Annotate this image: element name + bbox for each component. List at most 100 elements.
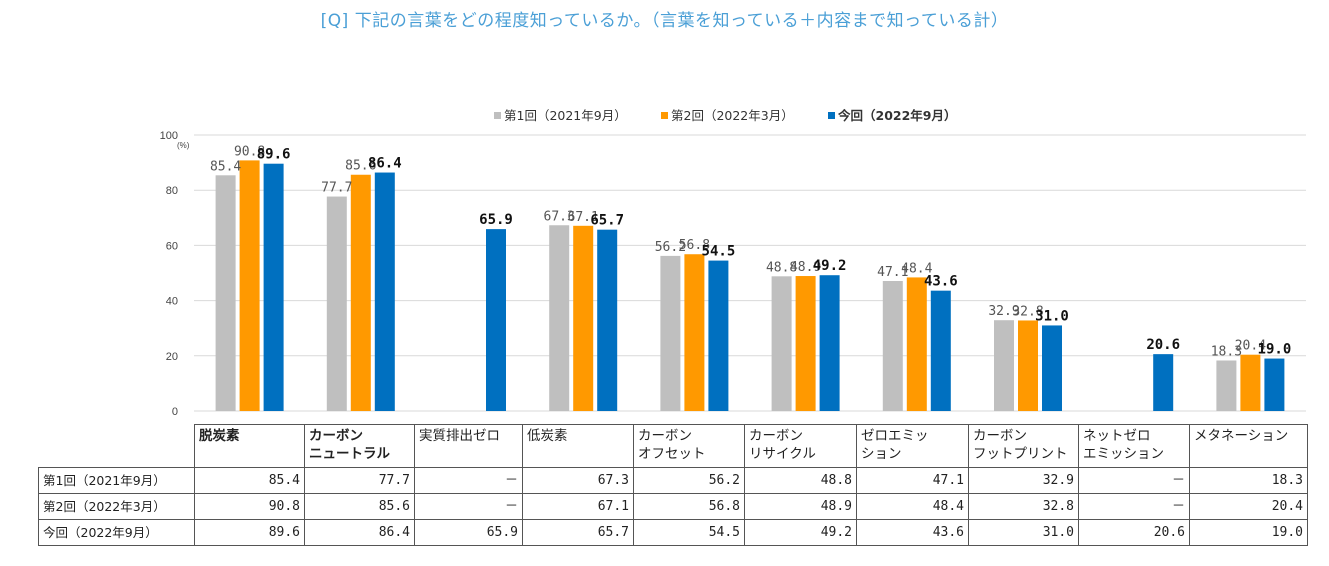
gridlines: [194, 134, 1306, 412]
data-label: 85.6: [345, 159, 376, 174]
bar: [573, 225, 594, 411]
legend: 第1回（2021年9月） 第2回（2022年3月） 今回（2022年9月）: [494, 108, 957, 123]
table-cell: 48.8: [744, 467, 857, 494]
bar: [1240, 354, 1261, 411]
table-cell: －: [1078, 493, 1190, 520]
table-cell: 49.2: [744, 519, 857, 546]
table-cell: 56.8: [633, 493, 745, 520]
bar: [374, 172, 395, 411]
y-tick-label: 80: [166, 185, 178, 197]
table-cell: 65.7: [522, 519, 634, 546]
category-header: メタネーション: [1189, 424, 1308, 468]
table-header-row: 脱炭素 カーボン ニュートラル 実質排出ゼロ 低炭素 カーボン オフセット カーボン リサイクル…: [39, 424, 1308, 468]
bar: [994, 320, 1014, 411]
category-name-line: オフセット: [638, 446, 706, 462]
category-header: ゼロエミッ ション: [856, 424, 969, 468]
bar: [1153, 354, 1174, 411]
y-tick-label: 60: [166, 240, 178, 252]
legend-label: 第1回（2021年9月）: [504, 108, 627, 123]
bar: [708, 260, 729, 411]
bar: [549, 225, 570, 411]
table-cell: 67.3: [522, 467, 634, 494]
category-name-line: カーボン: [309, 428, 363, 444]
data-label: 48.8: [766, 260, 797, 275]
category-name-line: ニュートラル: [309, 446, 390, 462]
table-cell: 56.2: [633, 467, 745, 494]
data-label: 43.6: [924, 274, 958, 290]
bar: [486, 229, 506, 411]
category-name-line: 実質排出ゼロ: [419, 428, 500, 444]
category-name-line: ゼロエミッ: [861, 428, 929, 444]
bar: [326, 196, 347, 411]
table-cell: 89.6: [194, 519, 305, 546]
y-axis: 0 20 40 60 80 100(%): [160, 130, 190, 418]
bar: [350, 174, 371, 411]
data-label: 56.2: [655, 240, 686, 255]
bar-chart: 0 20 40 60 80 100(%) 85.490.889.6 77.7 85.686.4…: [160, 108, 1306, 418]
data-label: 18.3: [1211, 344, 1242, 359]
category-name-line: カーボン: [749, 428, 803, 444]
category-header: カーボンニュートラル: [304, 424, 415, 468]
data-label: 67.1: [568, 210, 599, 225]
table-cell: 90.8: [194, 493, 305, 520]
table-cell: 32.8: [968, 493, 1079, 520]
bar: [239, 160, 260, 411]
table-cell: 48.9: [744, 493, 857, 520]
y-tick-label: 0: [172, 406, 178, 418]
category-name-line: リサイクル: [749, 446, 816, 462]
bar: [771, 276, 792, 411]
bar: [1216, 360, 1237, 411]
category-name-line: フットプリント: [973, 446, 1068, 462]
data-label: 85.4: [210, 159, 241, 174]
table-cell: 18.3: [1189, 467, 1308, 494]
y-tick-label: 100: [160, 130, 178, 142]
bar: [795, 276, 816, 411]
table-cell: 20.4: [1189, 493, 1308, 520]
data-label: 31.0: [1035, 308, 1069, 324]
category-name-line: ネットゼロ: [1083, 428, 1151, 444]
category-header: カーボン リサイクル: [744, 424, 857, 468]
bar: [906, 277, 927, 411]
table-row: 第2回（2022年3月） 90.8 85.6 － 67.1 56.8 48.9 48.4 32.…: [38, 493, 1308, 520]
table-cell: －: [414, 493, 523, 520]
data-label: 48.9: [790, 260, 821, 275]
category-name-line: メタネーション: [1194, 428, 1289, 444]
data-label: 67.3: [544, 209, 575, 224]
table-cell: 32.9: [968, 467, 1079, 494]
y-tick-label: 20: [166, 351, 178, 363]
category-name-line: 脱炭素: [199, 428, 240, 444]
legend-swatch: [828, 112, 835, 119]
bar: [1018, 320, 1038, 411]
table-cell: 85.4: [194, 467, 305, 494]
bar: [1264, 358, 1285, 411]
bar: [882, 281, 903, 411]
table-cell: 67.1: [522, 493, 634, 520]
data-label: 20.6: [1146, 337, 1180, 353]
bar: [1042, 325, 1062, 411]
bar: [684, 254, 705, 411]
data-label: 65.7: [590, 213, 624, 229]
bar: [819, 275, 840, 411]
category-name-line: カーボン: [638, 428, 692, 444]
row-label: 第2回（2022年3月）: [38, 493, 195, 520]
data-label: 56.8: [679, 238, 710, 253]
table-cell: 47.1: [856, 467, 969, 494]
table-cell: 31.0: [968, 519, 1079, 546]
table-cell: 43.6: [856, 519, 969, 546]
data-label: 90.8: [234, 144, 265, 159]
category-name-line: カーボン: [973, 428, 1027, 444]
legend-label: 今回（2022年9月）: [837, 108, 957, 123]
data-label: 19.0: [1258, 342, 1292, 358]
category-header: カーボンフットプリント: [968, 424, 1079, 468]
category-name-line: エミッション: [1083, 446, 1164, 462]
data-label: 65.9: [479, 212, 513, 228]
data-label: 32.8: [1012, 304, 1043, 319]
data-labels: 85.490.889.6 77.7 85.686.4 65.9 67.367.165.7…: [210, 144, 1291, 359]
category-header: ネットゼロエミッション: [1078, 424, 1190, 468]
bar: [263, 163, 284, 411]
bars: [215, 160, 1285, 411]
data-label: 77.7: [321, 181, 352, 196]
data-label: 89.6: [257, 147, 291, 163]
table-cell: 48.4: [856, 493, 969, 520]
legend-label: 第2回（2022年3月）: [671, 108, 794, 123]
